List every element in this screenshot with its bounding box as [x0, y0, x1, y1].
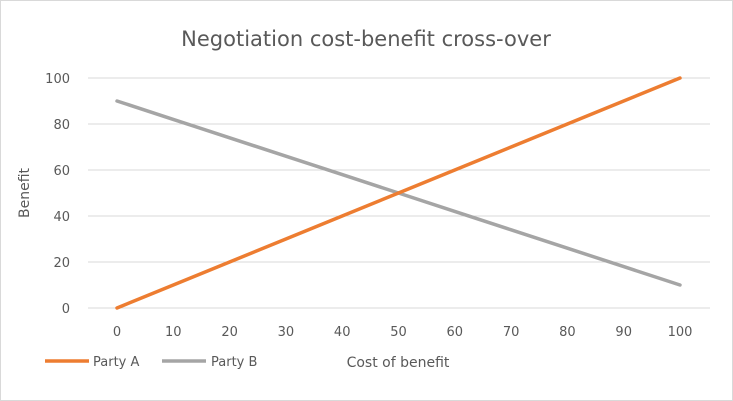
x-tick-label: 10	[165, 325, 182, 340]
y-tick-label: 100	[45, 72, 70, 87]
x-tick-label: 90	[615, 325, 632, 340]
y-tick-label: 0	[62, 302, 70, 317]
x-tick-label: 50	[390, 325, 407, 340]
legend-label: Party B	[211, 355, 257, 370]
chart-title: Negotiation cost-benefit cross-over	[181, 27, 551, 51]
legend: Party A Party B	[45, 355, 257, 370]
x-tick-label: 0	[113, 325, 121, 340]
x-axis-label: Cost of benefit	[347, 355, 450, 371]
y-axis-ticks: 0 20 40 60 80 100	[45, 72, 70, 317]
x-tick-label: 70	[503, 325, 520, 340]
series-line-party-a	[115, 76, 682, 310]
x-tick-label: 80	[559, 325, 576, 340]
y-tick-label: 60	[53, 164, 70, 179]
x-axis-ticks: 0 10 20 30 40 50 60 70 80 90 100	[113, 325, 693, 340]
y-tick-label: 40	[53, 210, 70, 225]
y-tick-label: 20	[53, 256, 70, 271]
y-axis-label: Benefit	[17, 167, 33, 218]
legend-label: Party A	[93, 355, 139, 370]
x-tick-label: 20	[221, 325, 238, 340]
x-tick-label: 100	[668, 325, 693, 340]
x-tick-label: 40	[334, 325, 351, 340]
x-tick-label: 30	[278, 325, 295, 340]
y-tick-label: 80	[53, 118, 70, 133]
series-lines	[115, 76, 682, 310]
x-tick-label: 60	[447, 325, 464, 340]
